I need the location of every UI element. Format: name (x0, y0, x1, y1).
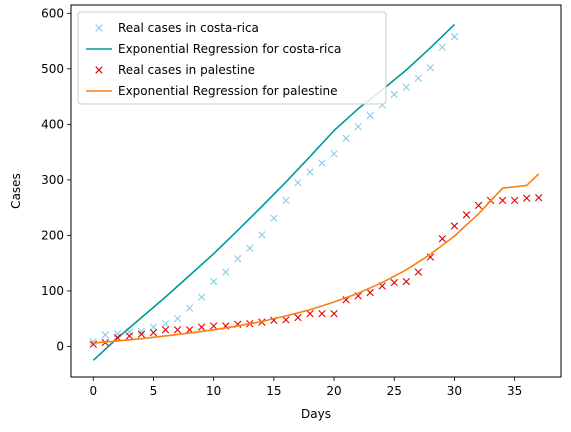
y-tick-label: 400 (41, 117, 64, 131)
legend-label: Real cases in costa-rica (118, 21, 259, 35)
data-point (522, 194, 531, 202)
series-3 (89, 193, 543, 348)
data-point (306, 168, 314, 176)
x-tick-label: 10 (206, 384, 221, 398)
series-4 (93, 173, 540, 344)
legend-item: Real cases in costa-rica (95, 21, 259, 35)
data-point (209, 322, 218, 330)
data-point (294, 313, 302, 322)
data-point (330, 150, 338, 158)
data-point (426, 64, 435, 72)
data-point (402, 277, 410, 286)
data-point (474, 201, 483, 210)
data-point (89, 340, 97, 348)
data-point (185, 304, 194, 312)
plot-frame (70, 4, 562, 378)
data-point (402, 83, 410, 91)
x-tick-label: 30 (447, 384, 462, 398)
data-point (282, 196, 290, 205)
data-point (113, 333, 122, 342)
x-tick-label: 35 (507, 384, 522, 398)
series-2 (92, 23, 456, 361)
y-tick-label: 500 (41, 62, 64, 76)
legend-label: Real cases in palestine (118, 63, 255, 77)
x-tick-label: 0 (89, 384, 97, 398)
data-point (149, 328, 158, 337)
data-point (270, 214, 278, 222)
data-point (354, 122, 362, 131)
data-point (498, 196, 507, 205)
data-point (209, 277, 218, 286)
data-point (342, 134, 350, 142)
data-point (414, 268, 423, 276)
data-point (246, 244, 254, 252)
x-axis-label: Days (301, 407, 331, 421)
x-tick-label: 20 (326, 384, 341, 398)
data-point (101, 331, 110, 339)
data-point (414, 74, 423, 82)
data-point (197, 323, 206, 331)
data-point (234, 255, 242, 263)
x-tick-label: 5 (150, 384, 158, 398)
data-point (137, 330, 146, 338)
data-point (390, 278, 398, 287)
legend-item: Real cases in palestine (95, 63, 255, 77)
data-point (390, 90, 398, 99)
data-point (258, 231, 266, 239)
y-tick-label: 0 (56, 339, 64, 353)
data-point (137, 327, 146, 336)
series-line (92, 23, 456, 361)
data-point (450, 222, 459, 230)
y-tick-label: 300 (41, 173, 64, 187)
data-point (318, 310, 326, 318)
legend-label: Exponential Regression for palestine (118, 84, 338, 98)
y-tick-label: 200 (41, 228, 64, 242)
data-point (366, 288, 374, 297)
data-point (149, 323, 158, 331)
data-point (535, 193, 543, 202)
data-point (173, 315, 182, 323)
data-point (318, 159, 326, 167)
series-layer (89, 23, 543, 361)
y-axis-label: Cases (9, 173, 23, 209)
data-point (306, 310, 314, 318)
data-point (282, 316, 290, 324)
data-point (222, 268, 230, 276)
legend-item: Exponential Regression for palestine (86, 84, 338, 98)
legend: Real cases in costa-rica Exponential Regr… (77, 11, 387, 105)
data-point (438, 235, 447, 243)
series-line (93, 173, 540, 344)
data-point (197, 293, 206, 301)
y-tick-label: 100 (41, 284, 64, 298)
axes-layer: 0 5 10 15 20 25 30 35 0 100 200 300 400 500 600 (41, 6, 522, 398)
legend-box (77, 11, 387, 105)
legend-label: Exponential Regression for costa-rica (118, 42, 341, 56)
data-point (173, 326, 182, 334)
series-1 (89, 32, 459, 346)
data-point (330, 310, 338, 318)
data-point (161, 326, 170, 334)
y-tick-label: 600 (41, 6, 64, 20)
data-point (161, 320, 170, 328)
legend-marker (95, 24, 103, 32)
data-point (450, 32, 459, 41)
data-point (438, 43, 447, 51)
x-tick-label: 15 (266, 384, 281, 398)
legend-marker (95, 66, 103, 74)
data-point (366, 111, 374, 120)
legend-item: Exponential Regression for costa-rica (86, 42, 341, 56)
x-tick-label: 25 (387, 384, 402, 398)
data-point (125, 332, 134, 340)
data-point (294, 178, 302, 187)
data-point (510, 196, 519, 205)
data-point (462, 211, 471, 219)
